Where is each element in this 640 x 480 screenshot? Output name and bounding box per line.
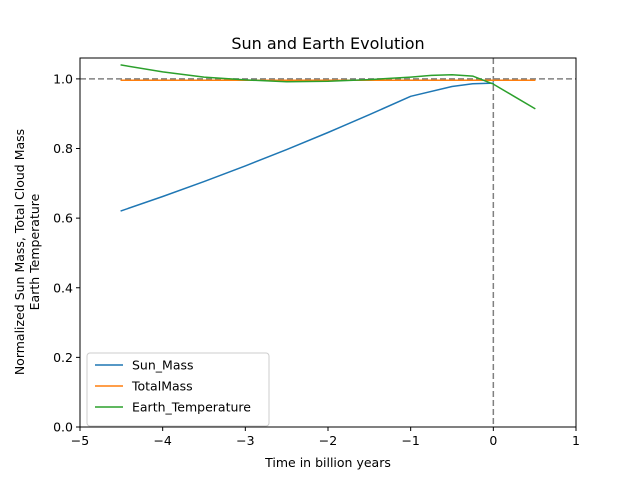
y-axis-label-line-1: Normalized Sun Mass, Total Cloud Mass xyxy=(12,129,27,375)
x-tick-label: −1 xyxy=(401,433,419,448)
legend-label: Earth_Temperature xyxy=(132,400,251,415)
x-axis-label: Time in billion years xyxy=(264,455,391,470)
axes: −5 −4 −3 −2 −1 0 1 0.0 0.2 0.4 0.6 0.8 1.0 xyxy=(53,57,580,448)
y-tick-label: 1.0 xyxy=(53,71,73,86)
legend-box xyxy=(86,352,270,427)
x-tick-label: −2 xyxy=(319,433,337,448)
legend-label: Sun_Mass xyxy=(132,358,194,373)
y-axis-label: Normalized Sun Mass, Total Cloud Mass Ea… xyxy=(12,129,42,375)
chart-title: Sun and Earth Evolution xyxy=(231,34,424,53)
plot-area xyxy=(80,58,576,427)
y-axis-label-line-2: Earth Temperature xyxy=(27,193,42,310)
x-tick-label: 0 xyxy=(489,433,497,448)
x-tick-label: −5 xyxy=(71,433,89,448)
y-tick-label: 0.6 xyxy=(53,211,73,226)
series-line-sun-mass xyxy=(120,82,495,212)
x-tick-label: 1 xyxy=(572,433,580,448)
legend-label: TotalMass xyxy=(131,379,193,394)
y-tick-label: 0.2 xyxy=(53,350,73,365)
y-tick-label: 0.8 xyxy=(53,141,73,156)
x-tick-label: −3 xyxy=(236,433,254,448)
y-tick-label: 0.4 xyxy=(53,280,73,295)
legend: Sun_Mass TotalMass Earth_Temperature xyxy=(86,352,270,427)
series-line-earth-temperature xyxy=(120,64,536,110)
y-tick-label: 0.0 xyxy=(53,420,73,435)
x-tick-label: −4 xyxy=(153,433,171,448)
